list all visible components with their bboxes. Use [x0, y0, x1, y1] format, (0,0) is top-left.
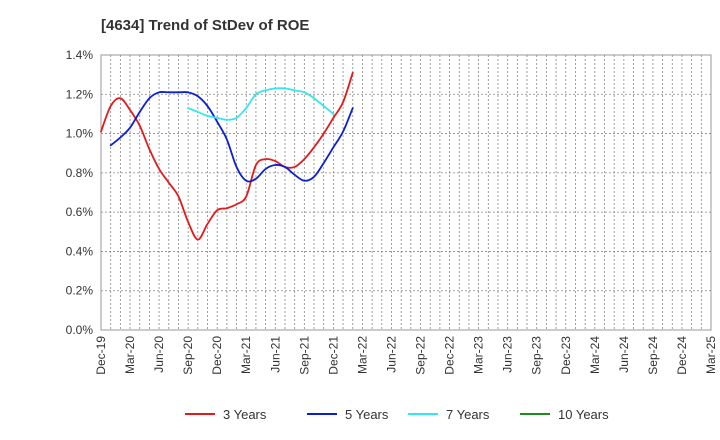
legend: 3 Years 5 Years 7 Years 10 Years — [185, 407, 609, 422]
series-line-3 — [187, 87, 335, 121]
y-tick-label: 0.4% — [66, 244, 94, 258]
x-tick-label: Jun-21 — [268, 336, 282, 373]
y-tick-label: 0.0% — [66, 323, 94, 337]
x-tick-label: Mar-25 — [704, 336, 718, 374]
y-axis: 0.0% 0.2% 0.4% 0.6% 0.8% 1.0% 1.2% 1.4% — [66, 48, 94, 337]
x-tick-label: Mar-21 — [239, 336, 253, 374]
x-tick-label: Dec-24 — [675, 336, 689, 375]
y-tick-label: 0.8% — [66, 166, 94, 180]
x-tick-label: Mar-24 — [588, 336, 602, 374]
x-axis: Dec-19 Mar-20 Jun-20 Sep-20 Dec-20 Mar-21 Jun-… — [94, 336, 718, 375]
legend-label-4: 10 Years — [558, 407, 609, 422]
legend-label-2: 5 Years — [345, 407, 389, 422]
x-tick-label: Dec-20 — [210, 336, 224, 375]
x-tick-label: Dec-22 — [443, 336, 457, 375]
chart-title: [4634] Trend of StDev of ROE — [101, 17, 309, 34]
x-tick-label: Mar-22 — [355, 336, 369, 374]
x-tick-label: Dec-21 — [326, 336, 340, 375]
y-tick-label: 1.2% — [66, 87, 94, 101]
x-tick-label: Jun-22 — [384, 336, 398, 373]
x-tick-label: Jun-24 — [617, 336, 631, 373]
y-tick-label: 0.2% — [66, 284, 94, 298]
series-line-2 — [109, 90, 354, 183]
plot-area — [100, 54, 712, 331]
legend-label-1: 3 Years — [223, 407, 267, 422]
x-tick-label: Jun-23 — [501, 336, 515, 373]
x-tick-label: Sep-24 — [646, 336, 660, 375]
series-lines — [100, 71, 354, 241]
x-tick-label: Sep-21 — [297, 336, 311, 375]
x-tick-label: Sep-23 — [530, 336, 544, 375]
y-tick-label: 0.6% — [66, 205, 94, 219]
x-tick-label: Sep-20 — [181, 336, 195, 375]
x-tick-label: Mar-20 — [123, 336, 137, 374]
x-tick-label: Dec-23 — [559, 336, 573, 375]
x-tick-label: Sep-22 — [414, 336, 428, 375]
x-tick-label: Dec-19 — [94, 336, 108, 375]
grid — [101, 55, 711, 330]
x-tick-label: Mar-23 — [472, 336, 486, 374]
series-line-1 — [100, 71, 354, 241]
y-tick-label: 1.0% — [66, 127, 94, 141]
y-tick-label: 1.4% — [66, 48, 94, 62]
x-tick-label: Jun-20 — [152, 336, 166, 373]
legend-label-3: 7 Years — [446, 407, 490, 422]
